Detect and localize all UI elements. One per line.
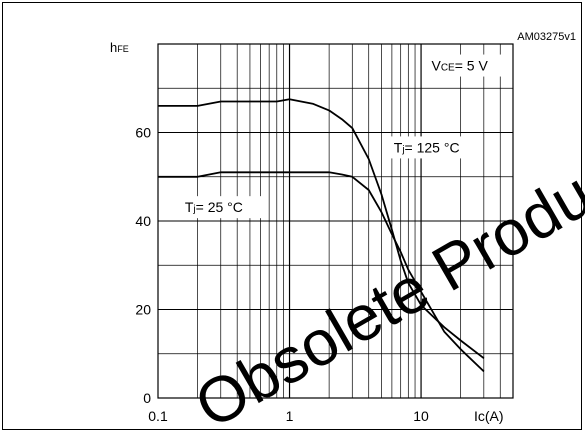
annotation-background xyxy=(180,196,266,219)
annotation-rest: = 5 V xyxy=(455,58,489,74)
annotation-background xyxy=(427,54,502,77)
series-line-tj-125c xyxy=(158,98,485,359)
annotation-label: VCE= 5 V xyxy=(431,58,488,74)
plot-border xyxy=(157,43,514,399)
y-axis-label-main: h xyxy=(110,40,117,55)
x-tick-label: 1 xyxy=(286,408,294,424)
y-tick-label: 40 xyxy=(135,213,151,229)
series-line-tj-25c xyxy=(158,171,485,373)
x-axis-label: Ic(A) xyxy=(474,408,504,424)
y-tick-label: 20 xyxy=(135,302,151,318)
annotation-sub: j xyxy=(401,144,404,155)
y-axis-label-sub: FE xyxy=(117,44,129,54)
annotation-main: T xyxy=(185,199,194,215)
annotation-main: T xyxy=(394,139,403,155)
tick-labels: 0.1 1 10 0 20 40 60 xyxy=(135,125,429,425)
annotation-rest: = 25 °C xyxy=(196,199,243,215)
annotation-rest: = 125 °C xyxy=(405,139,460,155)
watermark: Obsolete Product(s) - xyxy=(183,76,585,432)
annotations: VCE= 5 VTj= 125 °CTj= 25 °C xyxy=(180,54,502,219)
figure-id: AM03275v1 xyxy=(517,31,576,43)
annotation-label: Tj= 125 °C xyxy=(394,139,460,155)
annotation-sub: j xyxy=(192,204,195,215)
annotation-main: V xyxy=(431,58,441,74)
annotation-label: Tj= 25 °C xyxy=(185,199,243,215)
x-tick-label: 10 xyxy=(413,408,429,424)
x-tick-label: 0.1 xyxy=(148,408,168,424)
y-axis-label: hFE xyxy=(110,40,129,55)
annotation-background xyxy=(389,136,484,159)
y-tick-label: 0 xyxy=(143,390,151,406)
y-tick-label: 60 xyxy=(135,125,151,141)
grid xyxy=(158,44,513,398)
annotation-sub: CE xyxy=(441,63,455,74)
series-layer xyxy=(158,98,485,373)
